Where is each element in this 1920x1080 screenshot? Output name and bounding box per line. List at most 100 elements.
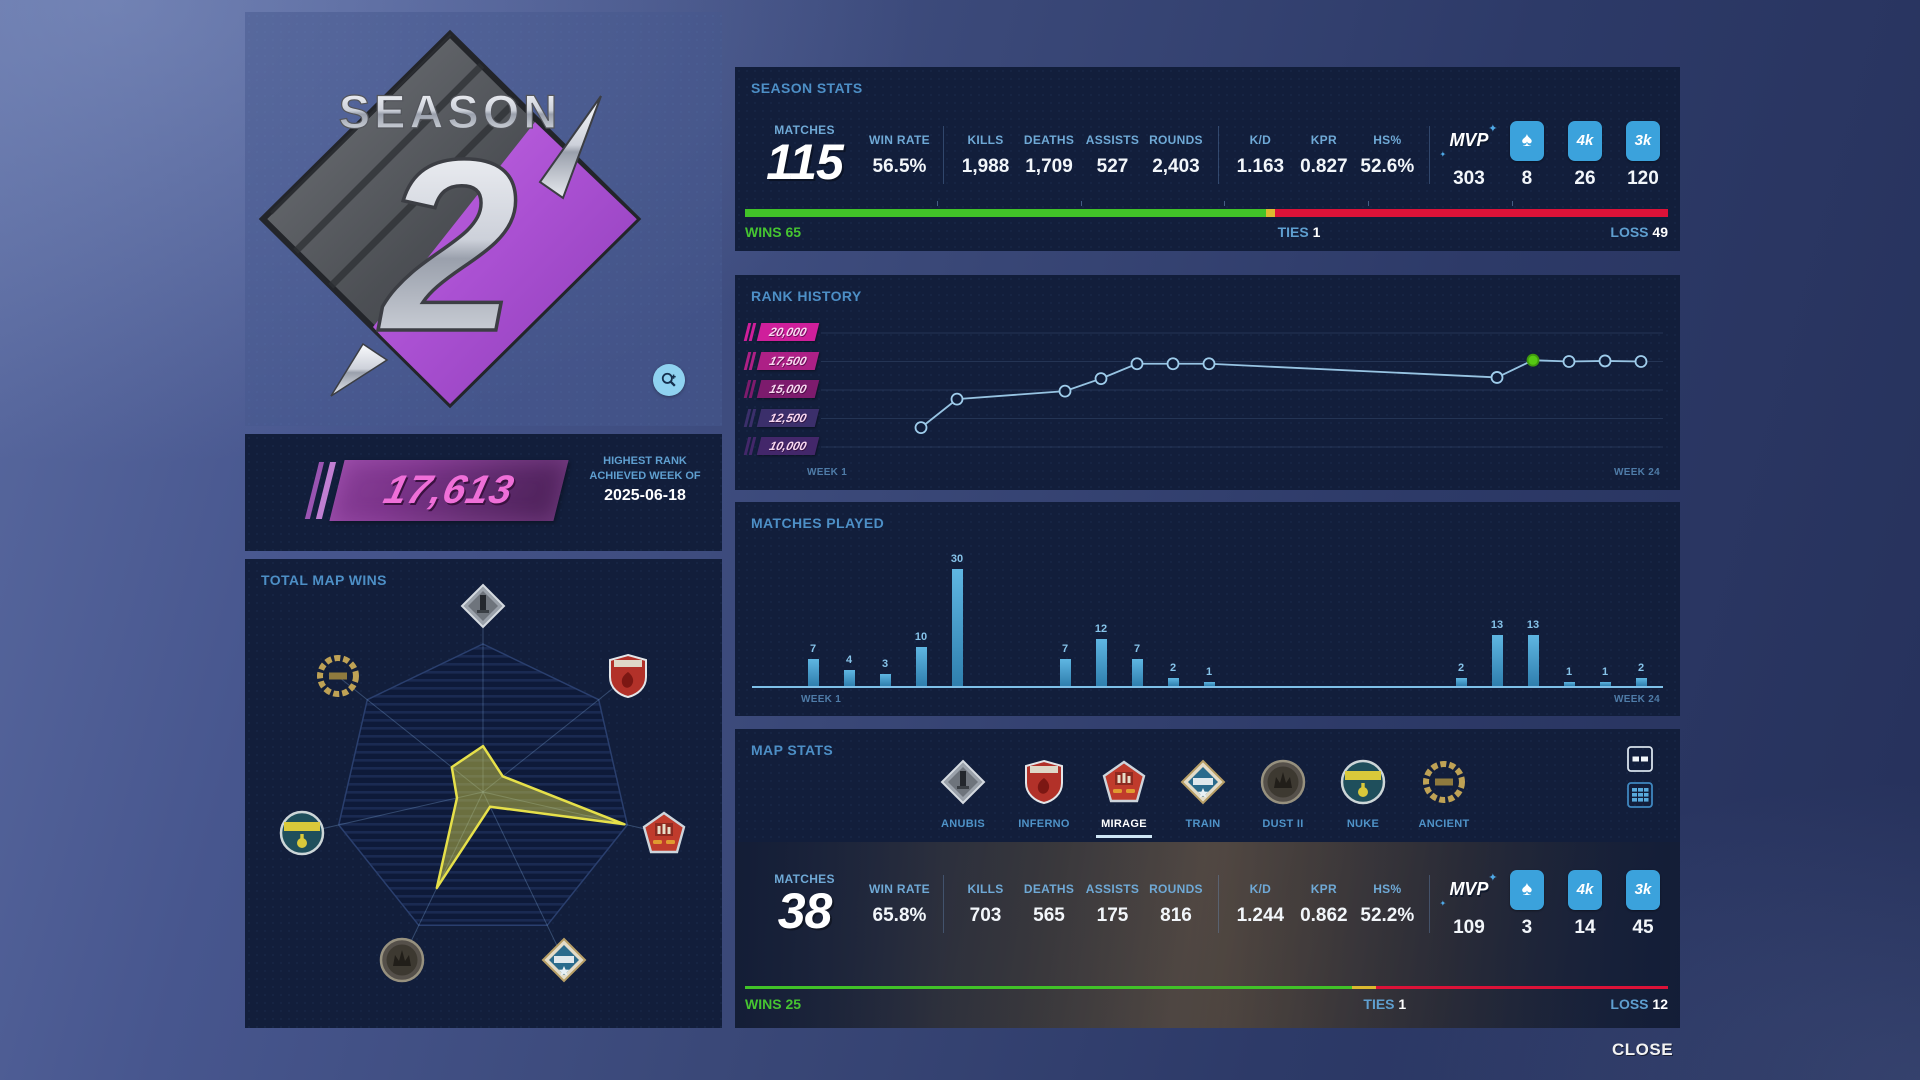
rank-level-label: 12,500: [767, 410, 809, 425]
season-stats-panel: SEASON STATS MATCHES 115 WIN RATE 56.5% KILL…: [735, 67, 1680, 251]
bar-value-label: 1: [1601, 666, 1609, 679]
star-icon: ✦: [1488, 122, 1498, 135]
rank-level-label: 10,000: [767, 439, 809, 453]
stat-value: 703: [969, 904, 1002, 926]
star-icon: ✦: [1439, 149, 1447, 159]
map-tab-label: MIRAGE: [1101, 818, 1147, 830]
map-tab-dust2[interactable]: DUST II: [1243, 759, 1323, 830]
stat-assists: ASSISTS 527: [1084, 133, 1141, 178]
matches-bar: [1491, 635, 1503, 686]
season-result-bar: WINS 65 TIES 1 LOSS 49: [745, 201, 1668, 244]
stat-hs-: HS% 52.2%: [1359, 882, 1416, 927]
win-tie-loss-bar: [745, 986, 1668, 989]
highest-rank-panel: 17,613 HIGHEST RANK ACHIEVED WEEK OF 202…: [245, 434, 722, 551]
badge-spike: [538, 95, 602, 200]
bar-value-label: 7: [1061, 642, 1069, 655]
map-tab-nuke[interactable]: NUKE: [1323, 759, 1403, 830]
wins-segment: [745, 986, 1353, 989]
mvp-label: MVP: [1449, 879, 1489, 899]
mvp-award: ✦ MVP ✦ 303: [1439, 121, 1497, 190]
rank-level-badge: 10,000: [743, 437, 820, 455]
stat-label: KPR: [1310, 132, 1337, 147]
map-tab-ancient[interactable]: ANCIENT: [1404, 759, 1484, 830]
matches-bar: [1131, 658, 1143, 686]
table-view-toggle[interactable]: [1626, 781, 1654, 809]
map-stats-row: MATCHES 38 WIN RATE 65.8% KILLS 703 DEATHS 565 A…: [765, 858, 1672, 950]
stat-assists: ASSISTS 175: [1084, 882, 1141, 927]
season-badge-panel: SEASON 2: [245, 12, 722, 426]
stat-rounds: ROUNDS 2,403: [1147, 133, 1204, 178]
three-kills-icon: 3k: [1625, 869, 1660, 910]
wins-label: WINS 65: [745, 224, 802, 240]
matches-bar: [915, 647, 927, 686]
card-view-toggle[interactable]: [1626, 745, 1654, 773]
matches-value: 115: [766, 133, 844, 190]
rank-history-chart: [821, 332, 1663, 448]
ties-label: TIES 1: [1277, 224, 1321, 240]
map-tab-train[interactable]: TRAIN: [1163, 759, 1243, 830]
radar-map-icon-train: [541, 937, 587, 983]
mvp-icon: ✦ MVP ✦: [1439, 870, 1497, 910]
stat-label: ROUNDS: [1149, 881, 1203, 896]
stat-kpr: KPR 0.827: [1295, 133, 1352, 178]
bar-value-label: 2: [1457, 662, 1465, 675]
map-tab-label: ANCIENT: [1418, 818, 1470, 830]
map-tab-mirage[interactable]: MIRAGE: [1084, 759, 1164, 838]
three-kills-icon: 3k: [1625, 120, 1660, 161]
rank-level-badge: 17,500: [743, 351, 820, 370]
result-labels: WINS 25 TIES 1 LOSS 12: [745, 996, 1668, 1016]
stat-value: 0.827: [1300, 155, 1348, 177]
ace-icon: ♠: [1509, 120, 1544, 161]
loss-label: LOSS 12: [1610, 996, 1668, 1012]
stat-hs-: HS% 52.6%: [1359, 133, 1416, 178]
four-kills-count: 26: [1574, 167, 1596, 189]
bar-value-label: 2: [1169, 662, 1177, 675]
rank-history-panel: RANK HISTORY WEEK 1 WEEK 24 20,000 17,500…: [735, 275, 1680, 490]
radar-map-icon-nuke: [279, 810, 325, 856]
stats-divider: [1217, 126, 1219, 184]
selected-map-underline: [1096, 835, 1152, 838]
stat-value: 1.163: [1236, 155, 1285, 177]
stat-value: 0.862: [1300, 904, 1348, 926]
matches-bar: [879, 674, 891, 686]
matches-bar: [843, 670, 855, 686]
zoom-in-button[interactable]: [653, 364, 685, 396]
map-tab-inferno[interactable]: INFERNO: [1004, 759, 1084, 830]
three-kills-award: 3k 120: [1620, 120, 1666, 190]
four-kills-award: 4k 14: [1562, 869, 1608, 939]
mirage-map-icon: [1101, 759, 1147, 810]
week-end-label: WEEK 24: [1613, 694, 1660, 705]
stat-kpr: KPR 0.862: [1295, 882, 1352, 927]
radar-map-icon-ancient: [315, 653, 361, 699]
three-kills-award: 3k 45: [1620, 869, 1666, 939]
stat-value: 175: [1096, 904, 1129, 926]
week-start-label: WEEK 1: [807, 467, 848, 478]
stat-win-rate: WIN RATE 65.8%: [869, 882, 930, 927]
stat-rounds: ROUNDS 816: [1147, 882, 1204, 927]
stat-value: 1,988: [961, 155, 1010, 177]
four-kills-count: 14: [1574, 916, 1596, 938]
map-stats-title: MAP STATS: [751, 742, 834, 758]
selected-map-detail: MATCHES 38 WIN RATE 65.8% KILLS 703 DEATHS 565 A…: [735, 842, 1680, 1028]
badge-season-text: SEASON: [339, 85, 562, 138]
radar-map-icon-inferno: [605, 653, 651, 699]
stat-label: KPR: [1310, 881, 1337, 896]
season-stats-title: SEASON STATS: [751, 80, 863, 96]
ace-award: ♠ 3: [1504, 869, 1550, 939]
mvp-count: 109: [1453, 916, 1485, 938]
highest-rank-value: 17,613: [379, 468, 519, 512]
stat-label: WIN RATE: [869, 132, 930, 147]
bar-tick: [1224, 201, 1226, 206]
bar-value-label: 10: [914, 631, 928, 643]
bar-value-label: 7: [1133, 642, 1141, 655]
map-tab-anubis[interactable]: ANUBIS: [923, 759, 1003, 830]
ties-segment: [1352, 986, 1377, 989]
season-2-badge: SEASON 2: [258, 29, 642, 409]
stat-kills: KILLS 1,988: [957, 133, 1014, 178]
map-tab-label: ANUBIS: [941, 818, 985, 830]
dust2-map-icon: [1260, 759, 1306, 810]
highest-rank-badge: 17,613: [304, 460, 569, 521]
rank-history-title: RANK HISTORY: [751, 288, 862, 304]
close-button[interactable]: CLOSE: [1612, 1040, 1674, 1059]
stats-divider: [942, 126, 944, 184]
